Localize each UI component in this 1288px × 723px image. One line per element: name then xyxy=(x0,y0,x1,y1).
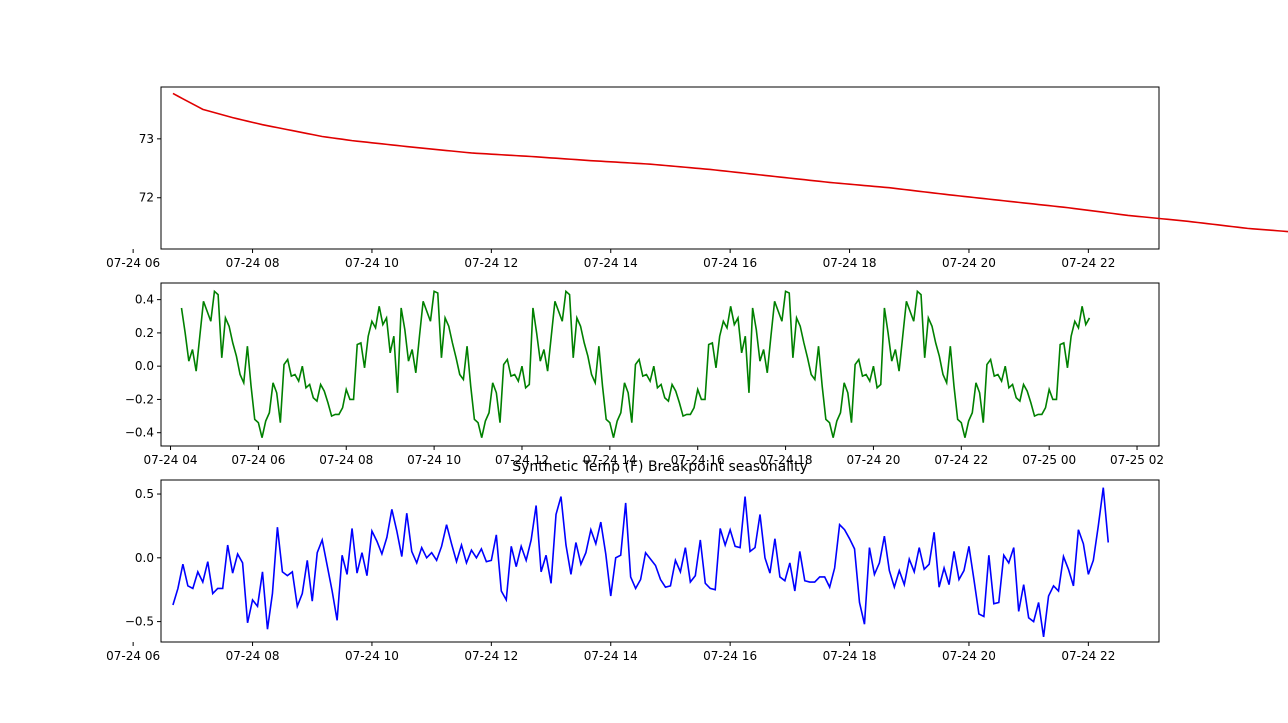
x-tick-label: 07-24 08 xyxy=(226,649,280,663)
x-tick-label: 07-24 08 xyxy=(319,453,373,467)
x-tick-label: 07-24 18 xyxy=(823,256,877,270)
y-tick-label: 0.2 xyxy=(135,326,154,340)
x-tick-label: 07-24 20 xyxy=(846,453,900,467)
x-tick-label: 07-24 08 xyxy=(226,256,280,270)
x-tick-label: 07-24 20 xyxy=(942,256,996,270)
y-tick-label: −0.2 xyxy=(125,392,154,406)
seasonal-series-line xyxy=(180,289,1091,438)
x-tick-label: 07-24 18 xyxy=(823,649,877,663)
x-tick-label: 07-24 22 xyxy=(934,453,988,467)
y-tick-label: 73 xyxy=(139,132,154,146)
x-tick-label: 07-24 12 xyxy=(464,256,518,270)
trend-axes-frame xyxy=(160,86,1160,250)
x-tick-label: 07-24 10 xyxy=(407,453,461,467)
x-tick-label: 07-24 14 xyxy=(583,453,637,467)
x-tick-label: 07-24 12 xyxy=(464,649,518,663)
y-tick-label: −0.4 xyxy=(125,426,154,440)
x-tick-label: 07-24 16 xyxy=(703,256,757,270)
x-tick-label: 07-24 06 xyxy=(231,453,285,467)
x-tick-label: 07-25 00 xyxy=(1022,453,1076,467)
figure-title: Synthetic Temp (F) Breakpoint seasonalit… xyxy=(512,459,808,475)
x-tick-label: 07-24 10 xyxy=(345,256,399,270)
panel-residual: 07-24 06 07-24 08 07-24 10 07-24 12 07-24 14… xyxy=(106,479,1160,663)
x-tick-label: 07-24 06 xyxy=(106,256,160,270)
trend-ticks: 07-24 06 07-24 08 07-24 10 07-24 12 07-24 14… xyxy=(106,132,1115,270)
x-tick-label: 07-24 16 xyxy=(703,649,757,663)
residual-series-line xyxy=(172,487,1110,638)
y-tick-label: 0.4 xyxy=(135,293,154,307)
x-tick-label: 07-24 14 xyxy=(584,256,638,270)
y-tick-label: 0.5 xyxy=(135,487,154,501)
x-tick-label: 07-24 22 xyxy=(1061,256,1115,270)
x-tick-label: 07-24 18 xyxy=(759,453,813,467)
residual-ticks: 07-24 06 07-24 08 07-24 10 07-24 12 07-24 14… xyxy=(106,487,1115,663)
panel-trend: 07-24 06 07-24 08 07-24 10 07-24 12 07-24 14… xyxy=(106,86,1288,270)
x-tick-label: 07-24 14 xyxy=(584,649,638,663)
y-tick-label: 72 xyxy=(139,191,154,205)
x-tick-label: 07-24 20 xyxy=(942,649,996,663)
x-tick-label: 07-24 06 xyxy=(106,649,160,663)
y-tick-label: 0.0 xyxy=(135,359,154,373)
seasonal-ticks: 07-24 04 07-24 06 07-24 08 07-24 10 07-24 12… xyxy=(125,293,1164,467)
x-tick-label: 07-24 16 xyxy=(671,453,725,467)
x-tick-label: 07-24 10 xyxy=(345,649,399,663)
trend-series-line xyxy=(172,92,1288,233)
y-tick-label: −0.5 xyxy=(125,615,154,629)
x-tick-label: 07-24 04 xyxy=(144,453,198,467)
seasonal-axes-frame xyxy=(160,282,1160,447)
panel-seasonal: 07-24 04 07-24 06 07-24 08 07-24 10 07-24 12… xyxy=(125,282,1164,467)
x-tick-label: 07-25 02 xyxy=(1110,453,1164,467)
residual-axes-frame xyxy=(160,479,1160,643)
x-tick-label: 07-24 22 xyxy=(1061,649,1115,663)
y-tick-label: 0.0 xyxy=(135,551,154,565)
x-tick-label: 07-24 12 xyxy=(495,453,549,467)
